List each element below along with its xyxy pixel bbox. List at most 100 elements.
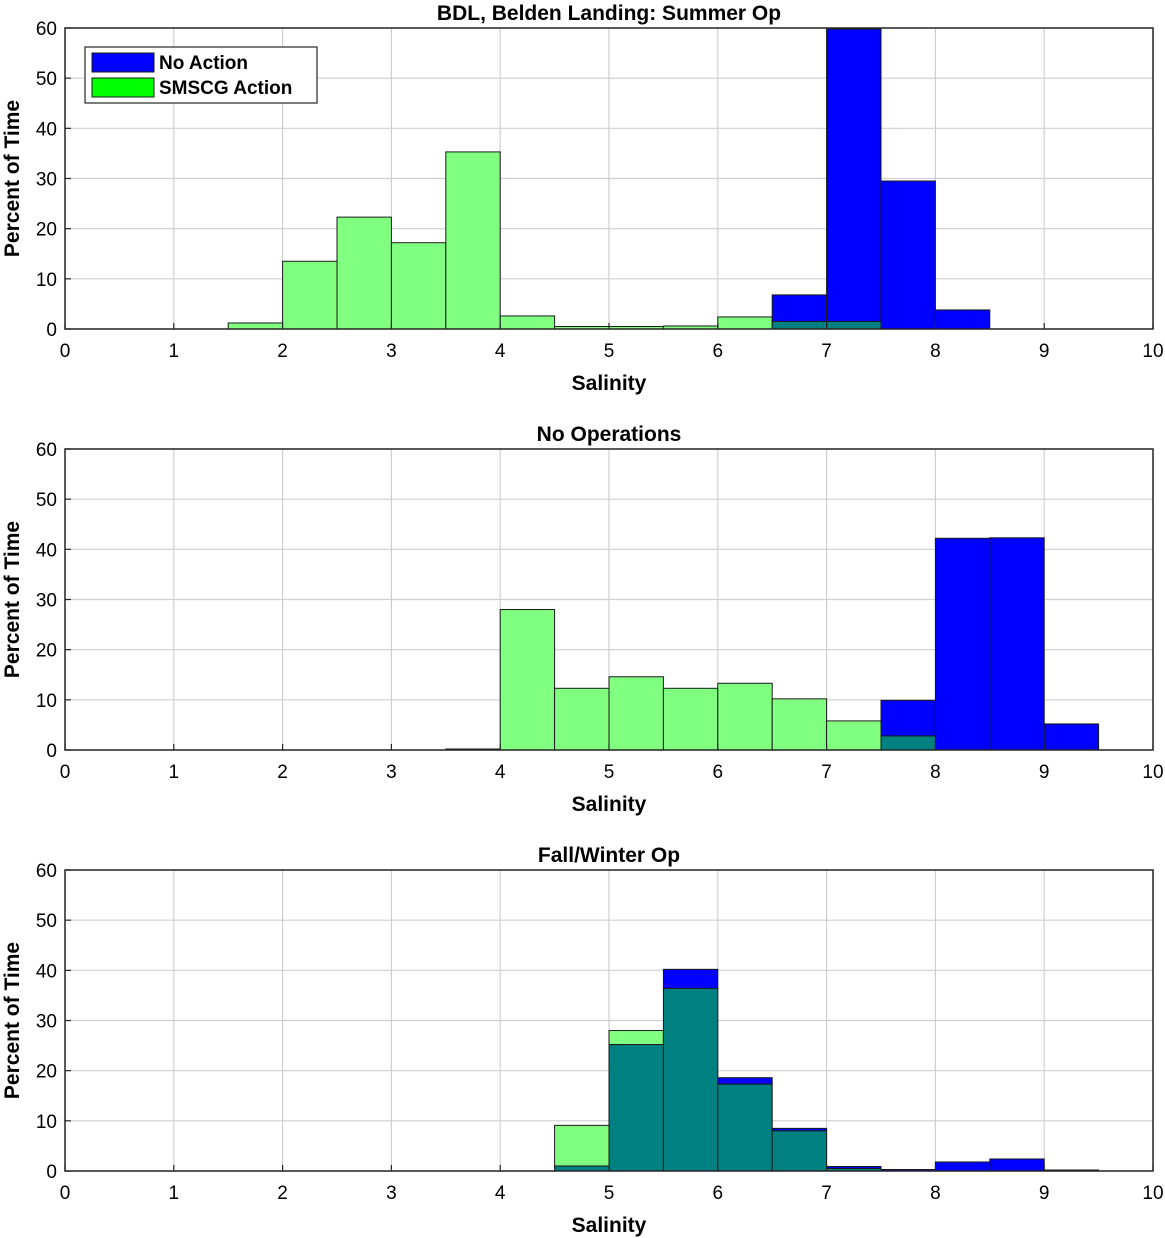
smscg-action-bar (608, 676, 664, 751)
y-tick-label: 60 (36, 861, 57, 882)
y-tick-label: 20 (36, 1062, 57, 1083)
y-tick-label: 40 (36, 540, 57, 561)
x-tick-label: 2 (277, 762, 288, 783)
overlap-bar (717, 1083, 773, 1172)
x-tick-label: 10 (1142, 341, 1163, 362)
x-tick-label: 9 (1039, 762, 1050, 783)
no-action-bar (880, 699, 936, 737)
x-tick-label: 2 (277, 341, 288, 362)
legend-swatch (91, 77, 155, 98)
no-action-bar (662, 968, 719, 989)
overlap-bar (826, 320, 882, 330)
x-tick-label: 8 (930, 1183, 941, 1204)
no-action-bar (934, 1161, 991, 1172)
smscg-action-bar (227, 322, 284, 330)
legend-entry-label: SMSCG Action (159, 78, 292, 99)
y-tick-label: 10 (36, 1112, 57, 1133)
histogram-panel-1: 0 1 2 3 4 5 6 7 8 9 10 0 10 20 30 40 50 60 BDL, Belden Lan… (1, 2, 1164, 395)
y-tick-label: 50 (36, 911, 57, 932)
smscg-action-bar (336, 216, 392, 330)
y-tick-label: 0 (46, 1162, 57, 1183)
x-tick-label: 1 (169, 341, 180, 362)
y-tick-label: 50 (36, 490, 57, 511)
x-tick-label: 3 (386, 1183, 397, 1204)
x-tick-label: 8 (930, 341, 941, 362)
y-axis-label: Percent of Time (1, 521, 24, 678)
y-tick-label: 30 (36, 170, 57, 191)
y-tick-label: 60 (36, 19, 57, 40)
y-axis-label: Percent of Time (1, 942, 24, 1099)
legend: No Action SMSCG Action (84, 46, 318, 104)
x-tick-label: 7 (821, 341, 832, 362)
x-tick-label: 0 (60, 762, 71, 783)
no-action-bar (826, 28, 882, 322)
y-tick-label: 20 (36, 641, 57, 662)
smscg-action-bar (390, 242, 447, 330)
y-tick-label: 0 (46, 320, 57, 341)
x-tick-label: 7 (821, 1183, 832, 1204)
no-action-bar (717, 1077, 773, 1085)
histogram-panel-3: 0 1 2 3 4 5 6 7 8 9 10 0 10 20 30 40 50 60 Fall/Winter Op S… (1, 844, 1164, 1237)
no-action-bar (771, 294, 828, 322)
chart-title: BDL, Belden Landing: Summer Op (437, 2, 781, 25)
no-action-bar (880, 180, 936, 330)
smscg-action-bar (608, 1030, 664, 1046)
legend-swatch (91, 52, 155, 73)
y-tick-label: 60 (36, 440, 57, 461)
overlap-bar (608, 1044, 664, 1172)
no-action-bar (934, 309, 991, 330)
x-tick-label: 6 (713, 1183, 724, 1204)
x-tick-label: 8 (930, 762, 941, 783)
smscg-action-bar (554, 1124, 610, 1167)
overlap-bar (554, 1165, 610, 1172)
y-tick-label: 20 (36, 220, 57, 241)
x-axis-label: Salinity (572, 372, 647, 395)
smscg-action-bar (554, 687, 610, 751)
x-tick-label: 4 (495, 1183, 506, 1204)
smscg-action-bar (445, 151, 501, 330)
smscg-action-bar (499, 609, 556, 751)
y-tick-label: 30 (36, 591, 57, 612)
no-action-bar (934, 537, 991, 751)
x-tick-label: 1 (169, 1183, 180, 1204)
x-tick-label: 6 (713, 341, 724, 362)
histogram-panel-2: 0 1 2 3 4 5 6 7 8 9 10 0 10 20 30 40 50 60 No Operations Sa… (1, 423, 1164, 816)
x-tick-label: 5 (604, 1183, 615, 1204)
x-tick-label: 4 (495, 341, 506, 362)
x-tick-label: 10 (1142, 1183, 1163, 1204)
x-tick-label: 10 (1142, 762, 1163, 783)
smscg-action-bar (499, 315, 556, 330)
x-tick-label: 4 (495, 762, 506, 783)
x-tick-label: 5 (604, 762, 615, 783)
x-tick-label: 3 (386, 341, 397, 362)
legend-entry-label: No Action (159, 53, 248, 74)
x-tick-label: 6 (713, 762, 724, 783)
smscg-action-bar (282, 260, 338, 330)
smscg-action-bar (717, 316, 773, 330)
smscg-action-bar (717, 682, 773, 751)
y-axis-label: Percent of Time (1, 100, 24, 257)
y-tick-label: 40 (36, 119, 57, 140)
x-tick-label: 0 (60, 1183, 71, 1204)
y-tick-label: 0 (46, 741, 57, 762)
overlap-bar (662, 987, 719, 1172)
x-tick-label: 7 (821, 762, 832, 783)
y-tick-label: 10 (36, 270, 57, 291)
overlap-bar (880, 735, 936, 751)
y-tick-label: 40 (36, 961, 57, 982)
y-tick-label: 50 (36, 69, 57, 90)
x-tick-label: 3 (386, 762, 397, 783)
overlap-bar (771, 1130, 828, 1172)
x-tick-label: 2 (277, 1183, 288, 1204)
no-action-bar (989, 1158, 1045, 1172)
chart-title: Fall/Winter Op (538, 844, 680, 867)
y-tick-label: 30 (36, 1012, 57, 1033)
y-tick-label: 10 (36, 691, 57, 712)
overlap-bar (771, 320, 828, 330)
x-tick-label: 9 (1039, 341, 1050, 362)
x-axis-label: Salinity (572, 1214, 647, 1237)
x-tick-label: 0 (60, 341, 71, 362)
smscg-action-bar (826, 720, 882, 751)
chart-title: No Operations (537, 423, 682, 446)
